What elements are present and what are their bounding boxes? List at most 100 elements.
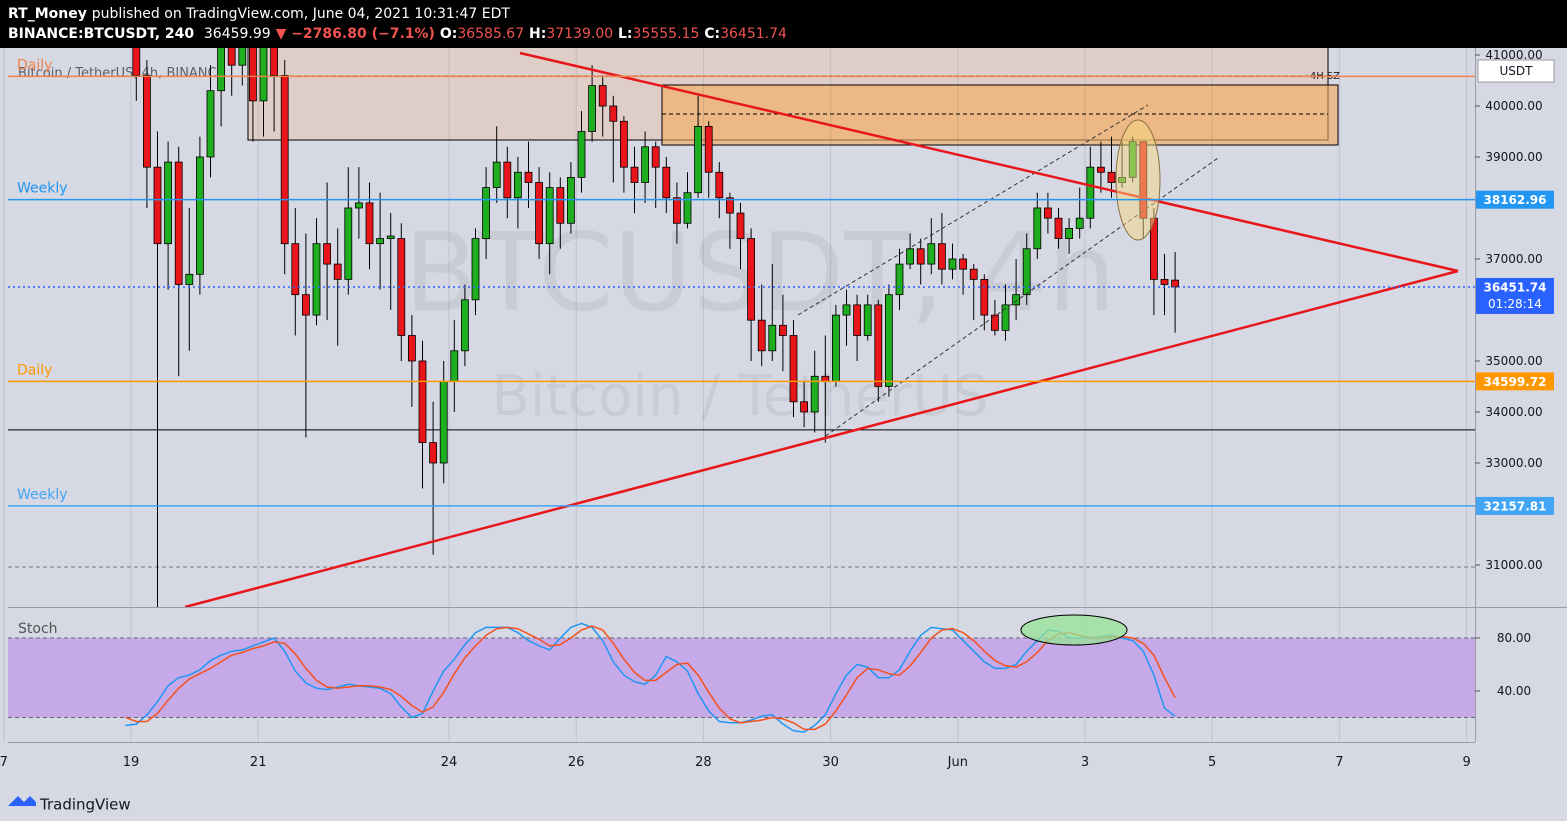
candle-body <box>1044 207 1052 219</box>
candle-body <box>895 263 904 296</box>
candle-body <box>503 161 512 199</box>
candle-body <box>938 243 946 270</box>
candle-body <box>1075 217 1084 229</box>
last-price-tag <box>1476 277 1554 314</box>
x-tick-label: 21 <box>250 755 267 770</box>
candle-body <box>492 161 501 188</box>
candle-body <box>609 105 618 122</box>
candle-body <box>418 360 427 443</box>
candle-body <box>407 335 416 362</box>
candle-body <box>259 48 268 102</box>
candle-body <box>482 187 491 239</box>
candles: Bitcoin / TetherUS, 4h, BINANCE <box>8 48 1475 607</box>
zones <box>247 48 1340 146</box>
candle-body <box>206 90 215 158</box>
published: published on TradingView.com, June 04, 2… <box>91 6 510 22</box>
brand-logo <box>8 796 36 806</box>
candle-body <box>270 48 279 76</box>
x-tick-label: 30 <box>822 755 839 770</box>
h-value: 37139.00 <box>546 26 614 42</box>
candle-body <box>153 166 162 245</box>
candle-body <box>577 131 586 178</box>
stoch-pane <box>8 614 1475 733</box>
candle-body <box>630 166 639 183</box>
candle-body <box>460 299 469 352</box>
x-tick-label: 28 <box>695 755 712 770</box>
candle-body <box>641 146 649 183</box>
candle-body <box>217 48 226 92</box>
stoch-band <box>8 637 1475 718</box>
candle-body <box>386 235 395 239</box>
candle-body <box>450 350 459 382</box>
level-label: Weekly <box>17 487 68 503</box>
candle-body <box>429 442 438 464</box>
candle-body <box>1086 166 1095 219</box>
candle-body <box>779 324 787 336</box>
y-tick-label: 41000.00 <box>1485 48 1542 62</box>
foreground: Daily Weekly 38162.96 Daily 34599.72 Weekly 32… <box>8 57 1554 515</box>
candle-body <box>238 48 247 66</box>
candle-body <box>280 74 289 245</box>
x-tick-label: 24 <box>441 755 458 770</box>
candle-body <box>768 324 777 352</box>
y-tick-label: 34000.00 <box>1485 405 1542 419</box>
candle-body <box>142 74 151 168</box>
candle-body <box>291 243 300 296</box>
x-tick-label: Jun <box>947 755 968 770</box>
candle-body <box>821 375 830 382</box>
candle-body <box>1054 217 1063 239</box>
highlight <box>1115 119 1161 241</box>
watermark-sub: Bitcoin / TetherUS <box>491 364 988 429</box>
candle-body <box>312 243 321 316</box>
candle-body <box>683 192 692 224</box>
candle-body <box>980 278 989 316</box>
candle-body <box>333 263 342 280</box>
publish-line: RT_Money published on TradingView.com, J… <box>8 6 510 22</box>
publisher: RT_Money <box>8 6 87 22</box>
y-tick-label: 40.00 <box>1497 684 1531 698</box>
currency-box <box>1477 59 1555 83</box>
candle-body <box>1022 248 1031 296</box>
price-tag-label: 34599.72 <box>1483 375 1546 389</box>
candle-body <box>471 238 480 301</box>
y-tick-label: 33000.00 <box>1485 456 1542 470</box>
candle-body <box>132 48 141 76</box>
candle-body <box>842 304 851 316</box>
candle-body <box>344 207 353 280</box>
candle-body <box>365 202 374 245</box>
candle-body <box>673 197 681 224</box>
y-tick-label: 80.00 <box>1497 631 1531 645</box>
price-tag <box>1476 372 1554 391</box>
y-tick-label: 40000.00 <box>1485 99 1542 113</box>
candle-body <box>885 294 893 387</box>
candle-body <box>248 48 257 102</box>
l-value: 35555.15 <box>632 26 700 42</box>
currency: USDT <box>1500 64 1534 78</box>
last: 36459.99 <box>203 26 271 42</box>
quote-line: BINANCE:BTCUSDT, 240 36459.99 ▼ −2786.80… <box>8 26 787 42</box>
x-tick-label: 7 <box>1335 755 1343 770</box>
triangle-top <box>519 51 1459 273</box>
candle-body <box>301 294 310 316</box>
4h-zone <box>661 84 1339 146</box>
brand: TradingView <box>39 796 131 814</box>
candle-body <box>323 243 332 265</box>
candle-body <box>651 146 660 168</box>
last-price-label: 36451.74 <box>1483 280 1546 294</box>
x-tick-label: 26 <box>568 755 585 770</box>
candle-body <box>1107 171 1116 183</box>
candle-body <box>354 202 363 209</box>
candle-body <box>195 156 204 275</box>
price-tag <box>1476 496 1554 515</box>
candle-body <box>439 380 448 464</box>
level-label: Daily <box>17 57 52 73</box>
countdown: 01:28:14 <box>1488 297 1542 311</box>
candle-body <box>715 171 724 199</box>
candle-body <box>185 273 194 285</box>
level-label: Weekly <box>17 181 68 197</box>
change: ▼ −2786.80 (−7.1%) <box>275 26 435 42</box>
candle-body <box>969 268 978 280</box>
candle-body <box>757 319 766 352</box>
